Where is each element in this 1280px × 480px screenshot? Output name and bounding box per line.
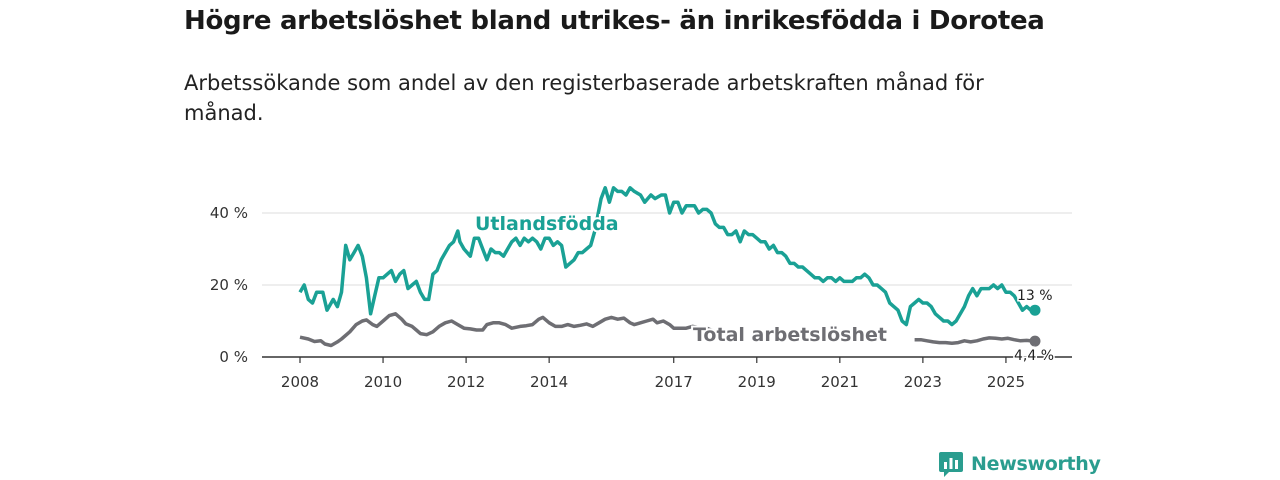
- newsworthy-logo-icon: [939, 452, 963, 477]
- x-tick-label: 2010: [364, 373, 402, 391]
- x-tick-label: 2014: [530, 373, 568, 391]
- chart-subtitle: Arbetssökande som andel av den registerb…: [184, 71, 984, 125]
- y-tick-label: 20 %: [210, 276, 248, 294]
- brand-name: Newsworthy: [971, 453, 1101, 475]
- chart-title: Högre arbetslöshet bland utrikes- än inr…: [184, 6, 1045, 36]
- series-line-total-recent: [914, 336, 1036, 346]
- brand-logo: Newsworthy: [938, 449, 1101, 479]
- x-tick-label: 2019: [738, 373, 776, 391]
- x-tick-label: 2023: [904, 373, 942, 391]
- series-label-foreign: Utlandsfödda: [475, 213, 619, 235]
- x-tick-label: 2008: [281, 373, 319, 391]
- end-label-foreign: 13 %: [1017, 288, 1053, 304]
- series-label-total: Total arbetslöshet: [693, 324, 887, 346]
- x-tick-label: 2021: [821, 373, 859, 391]
- series-end-marker-foreign: [1029, 304, 1041, 316]
- y-tick-label: 40 %: [210, 204, 248, 222]
- series-line-foreign: [298, 186, 1035, 327]
- end-label-total: 4,4 %: [1014, 348, 1054, 364]
- series-line-total: [299, 312, 716, 348]
- x-tick-label: 2025: [987, 373, 1025, 391]
- series-end-marker-total: [1029, 335, 1041, 347]
- y-tick-label: 0 %: [219, 348, 248, 366]
- x-tick-label: 2012: [447, 373, 485, 391]
- x-tick-label: 2017: [655, 373, 693, 391]
